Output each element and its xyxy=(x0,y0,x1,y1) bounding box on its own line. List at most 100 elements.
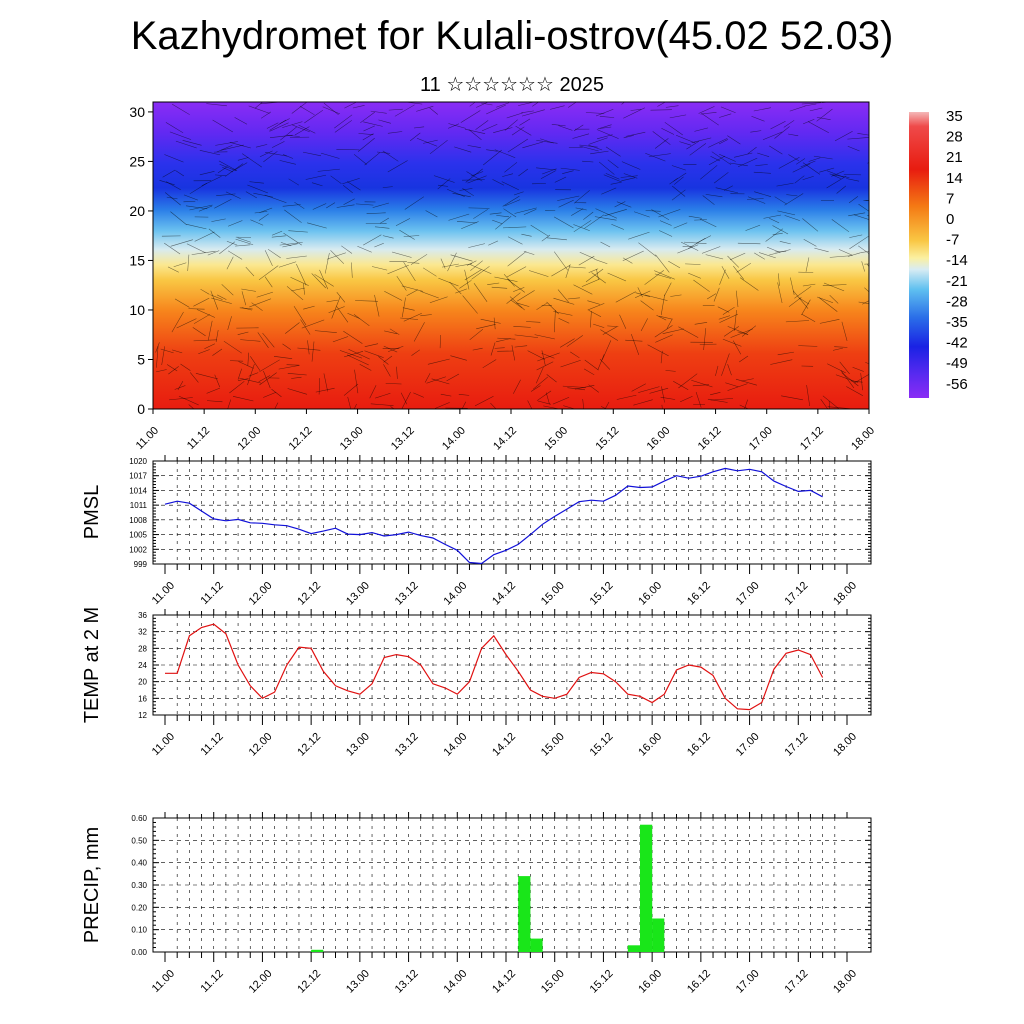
x-tick-label: 15.00 xyxy=(539,580,567,608)
streamline xyxy=(359,364,372,371)
x-tick-label: 14.12 xyxy=(490,580,518,608)
streamline xyxy=(691,379,713,388)
streamline xyxy=(734,310,737,331)
streamline xyxy=(282,243,298,248)
heatmap-x-tick-label: 15.12 xyxy=(593,425,621,453)
x-tick-label: 11.12 xyxy=(198,968,225,995)
precip-bar xyxy=(652,918,665,952)
streamline xyxy=(396,366,398,379)
streamline xyxy=(533,376,548,390)
streamline xyxy=(754,252,766,260)
streamline xyxy=(259,359,280,372)
streamline xyxy=(717,306,730,313)
streamline xyxy=(276,102,278,103)
streamline xyxy=(176,318,197,329)
streamline xyxy=(647,344,669,357)
streamline xyxy=(774,126,790,139)
streamline xyxy=(514,334,539,338)
streamline xyxy=(597,354,605,370)
streamline xyxy=(536,390,552,401)
streamline xyxy=(466,171,483,182)
streamline xyxy=(567,297,580,300)
colorbar-label: -42 xyxy=(946,335,968,352)
streamline xyxy=(207,320,213,341)
streamline xyxy=(536,361,554,371)
streamline xyxy=(604,401,610,409)
streamline xyxy=(722,306,735,315)
streamline xyxy=(206,400,223,403)
streamline xyxy=(388,345,404,352)
streamline xyxy=(662,328,684,334)
streamline xyxy=(839,361,850,375)
streamline xyxy=(331,296,341,319)
streamline xyxy=(631,383,646,392)
streamline xyxy=(513,287,525,292)
streamline xyxy=(582,160,594,163)
streamline xyxy=(469,264,492,275)
streamline xyxy=(269,122,289,132)
streamline xyxy=(351,262,353,278)
streamline xyxy=(861,261,865,272)
streamline xyxy=(559,338,575,348)
x-tick-label: 11.00 xyxy=(150,731,177,758)
streamline xyxy=(634,211,650,218)
streamline xyxy=(219,163,237,171)
heatmap-x-tick-label: 14.00 xyxy=(440,425,468,453)
streamline xyxy=(841,372,859,387)
streamline xyxy=(343,330,363,344)
streamline xyxy=(504,162,518,173)
streamline xyxy=(494,276,518,282)
streamline xyxy=(448,123,466,129)
streamline xyxy=(686,140,700,150)
streamline xyxy=(826,175,847,189)
streamline xyxy=(789,105,806,112)
streamline xyxy=(225,191,241,199)
streamline xyxy=(623,107,646,119)
streamline xyxy=(360,111,375,124)
streamline xyxy=(322,106,341,115)
streamline xyxy=(328,306,345,314)
streamline xyxy=(601,187,617,195)
streamline xyxy=(404,196,425,210)
streamline xyxy=(599,126,612,129)
streamline xyxy=(631,334,640,355)
streamline xyxy=(570,351,580,359)
streamline xyxy=(260,111,272,119)
y-tick-label: 12 xyxy=(138,711,147,720)
streamline xyxy=(798,345,818,347)
y-tick-label: 0.60 xyxy=(131,814,147,823)
pmsl-grid xyxy=(153,461,871,564)
streamline xyxy=(785,320,810,323)
streamline xyxy=(769,145,783,155)
streamline xyxy=(481,102,493,106)
streamline xyxy=(250,219,264,226)
streamline xyxy=(574,385,595,390)
y-tick-label: 20 xyxy=(138,678,147,687)
streamline xyxy=(720,106,736,113)
streamline xyxy=(530,224,549,237)
streamline xyxy=(376,151,391,154)
streamline xyxy=(450,254,473,262)
streamline xyxy=(193,314,211,324)
streamline xyxy=(304,109,324,124)
streamline xyxy=(285,322,300,334)
streamline xyxy=(734,152,753,158)
heatmap-x-tick-label: 12.12 xyxy=(287,425,315,453)
streamline xyxy=(189,182,208,195)
streamline xyxy=(311,273,326,289)
x-tick-label: 12.00 xyxy=(247,731,275,759)
streamline xyxy=(353,154,367,165)
streamline xyxy=(226,240,238,246)
streamline xyxy=(403,235,420,237)
heatmap-x-tick-label: 18.00 xyxy=(849,425,877,453)
streamline xyxy=(208,228,221,238)
streamline xyxy=(384,290,403,301)
streamline xyxy=(391,251,412,258)
streamline xyxy=(831,219,850,233)
streamline xyxy=(462,188,474,197)
streamline xyxy=(784,215,800,221)
streamline xyxy=(274,402,279,409)
heatmap-x-tick-label: 13.12 xyxy=(389,425,417,453)
streamline xyxy=(805,257,810,272)
streamline xyxy=(341,245,353,254)
